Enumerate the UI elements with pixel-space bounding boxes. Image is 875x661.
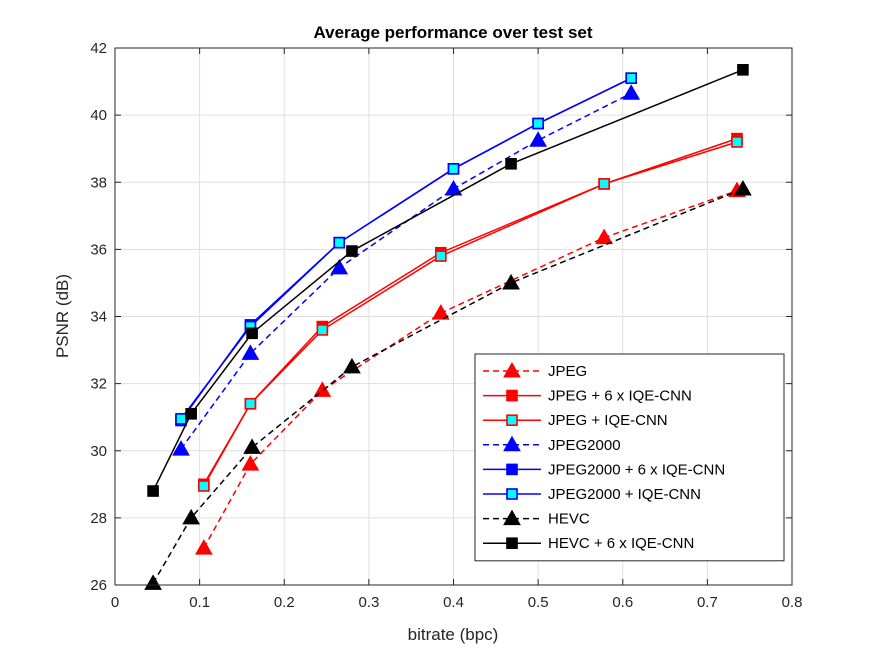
legend: JPEG JPEG + 6 x IQE-CNN JPEG + IQE-CNN JPEG…: [474, 353, 785, 562]
data-point: [625, 72, 638, 85]
series-2: [198, 136, 743, 492]
legend-marker: [506, 537, 518, 550]
series-line: [203, 141, 738, 487]
data-point: [598, 178, 610, 190]
data-point: [435, 250, 447, 262]
data-point: [144, 574, 162, 590]
data-point: [346, 245, 358, 257]
data-point: [172, 440, 190, 456]
data-point: [622, 84, 641, 100]
series-line: [203, 189, 738, 549]
legend-entry: JPEG + 6 x IQE-CNN: [483, 388, 692, 405]
legend-marker: [503, 361, 521, 378]
legend-label: JPEG2000 + 6 x IQE-CNN: [548, 461, 725, 478]
data-point: [198, 480, 210, 492]
series-0: [194, 181, 746, 555]
legend-label: JPEG: [548, 363, 587, 380]
legend-label: JPEG2000: [548, 437, 621, 454]
data-point: [595, 228, 613, 245]
data-point: [343, 357, 361, 374]
legend-marker: [506, 488, 518, 500]
x-tick-label: 0.3: [358, 594, 379, 611]
series-line: [180, 92, 632, 450]
legend-entry: JPEG2000: [483, 435, 621, 454]
y-tick-label: 28: [90, 510, 107, 527]
y-tick-label: 38: [90, 174, 107, 191]
data-point: [243, 438, 261, 454]
y-tick-label: 36: [90, 241, 107, 258]
data-point: [330, 258, 349, 275]
chart-title: Average performance over test set: [313, 23, 592, 42]
legend-entry: JPEG2000 + 6 x IQE-CNN: [483, 461, 725, 478]
legend-entry: JPEG: [483, 361, 587, 380]
y-axis-label: PSNR (dB): [53, 274, 72, 358]
legend-label: HEVC + 6 x IQE-CNN: [548, 535, 694, 552]
x-tick-label: 0.5: [528, 594, 549, 611]
y-tick-label: 32: [90, 376, 107, 393]
legend-marker: [506, 389, 518, 402]
data-point: [333, 236, 346, 249]
data-point: [532, 117, 544, 130]
data-point: [244, 397, 257, 410]
series-6: [144, 179, 752, 590]
data-point: [175, 413, 187, 425]
legend-marker: [506, 414, 518, 427]
data-point: [241, 344, 260, 360]
legend-marker: [506, 463, 518, 476]
legend-entry: HEVC: [483, 509, 590, 528]
data-point: [447, 163, 460, 175]
data-point: [502, 273, 520, 290]
data-point: [505, 157, 517, 170]
series-3: [172, 84, 641, 456]
series-7: [147, 64, 749, 497]
data-point: [316, 324, 329, 336]
series-line: [152, 188, 744, 584]
x-tick-label: 0.4: [443, 594, 464, 611]
data-point: [241, 455, 260, 471]
data-point: [731, 136, 743, 148]
x-tick-label: 0.1: [189, 594, 210, 611]
data-point: [194, 539, 213, 555]
legend-entry: JPEG2000 + IQE-CNN: [483, 486, 701, 503]
data-point: [246, 327, 258, 340]
series-line: [180, 77, 632, 420]
data-point: [147, 485, 159, 497]
data-point: [185, 408, 197, 420]
y-tick-label: 40: [90, 107, 107, 124]
legend-marker: [503, 435, 521, 452]
x-tick-label: 0: [111, 594, 119, 611]
series-layer: [144, 64, 752, 590]
y-tick-label: 42: [90, 40, 107, 57]
legend-label: JPEG2000 + IQE-CNN: [548, 486, 701, 503]
series-5: [175, 72, 638, 425]
x-tick-label: 0.7: [697, 594, 718, 611]
y-tick-label: 26: [90, 577, 107, 594]
data-point: [182, 508, 201, 525]
series-line: [152, 69, 744, 492]
axes: 0 0.1 0.2 0.3 0.4 0.5 0.6 0.7 0.8 26 28 30 32 34 36 38 4…: [90, 40, 802, 611]
x-axis-label: bitrate (bpc): [408, 625, 499, 644]
data-point: [529, 131, 547, 147]
legend-entry: HEVC + 6 x IQE-CNN: [483, 535, 694, 552]
x-tick-label: 0.2: [274, 594, 295, 611]
legend-marker: [503, 509, 521, 526]
legend-entry: JPEG + IQE-CNN: [483, 412, 668, 429]
data-point: [431, 304, 450, 320]
legend-label: HEVC: [548, 511, 590, 528]
legend-label: JPEG + 6 x IQE-CNN: [548, 388, 692, 405]
data-point: [313, 381, 332, 397]
x-tick-label: 0.8: [782, 594, 803, 611]
legend-box: [474, 353, 785, 562]
x-tick-label: 0.6: [612, 594, 633, 611]
y-tick-label: 34: [90, 309, 107, 326]
data-point: [734, 179, 752, 196]
y-tick-label: 30: [90, 443, 107, 460]
data-point: [737, 64, 749, 76]
legend-label: JPEG + IQE-CNN: [548, 412, 668, 429]
